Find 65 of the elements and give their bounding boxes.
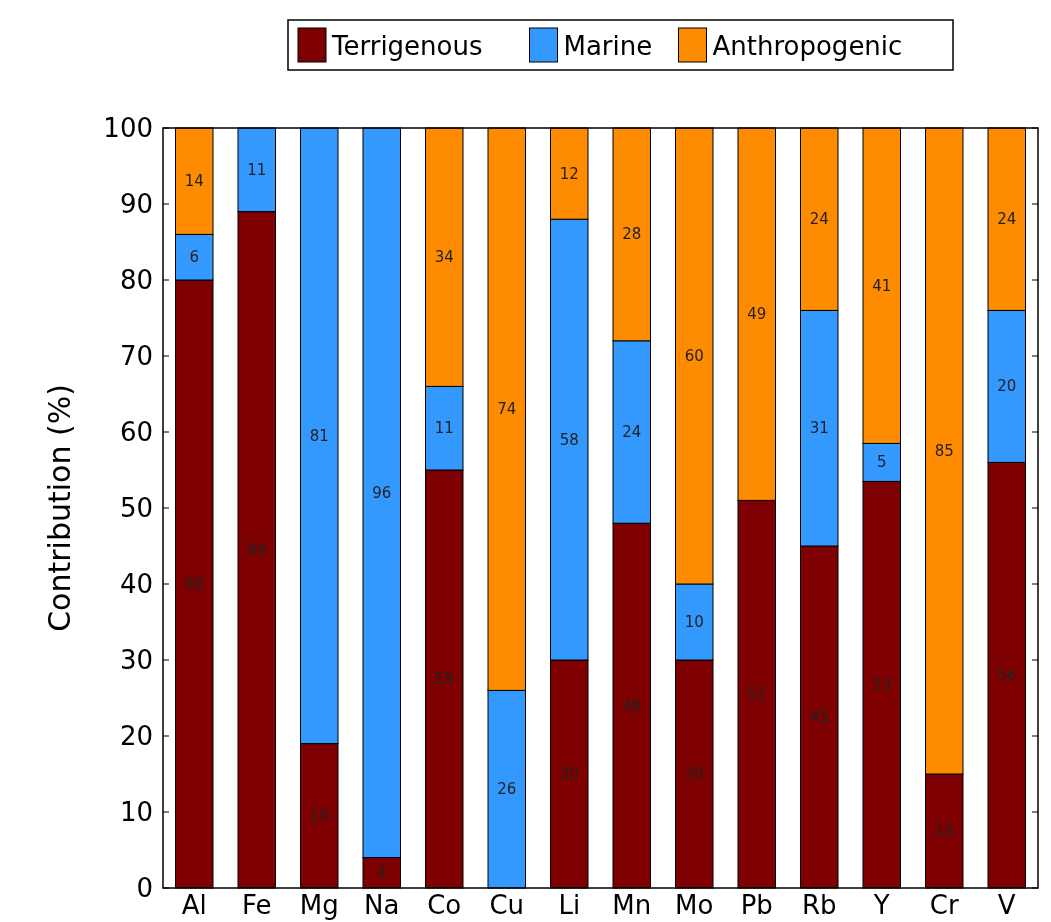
data-label: 24 [622, 423, 642, 441]
legend-label: Terrigenous [331, 31, 483, 61]
x-tick-label: Mn [612, 890, 652, 920]
y-tick-label: 50 [119, 493, 153, 523]
data-label: 20 [997, 377, 1017, 396]
data-label: 24 [809, 210, 829, 229]
legend-label: Anthropogenic [712, 31, 903, 61]
data-label: 56 [997, 666, 1017, 685]
y-tick-label: 60 [119, 417, 153, 447]
x-tick-label: Co [427, 890, 462, 920]
data-label: 45 [809, 708, 829, 726]
data-label: 81 [309, 426, 329, 445]
data-label: 30 [559, 765, 579, 783]
y-tick-label: 70 [119, 341, 153, 371]
x-tick-label: Rb [801, 890, 837, 920]
data-label: 10 [684, 613, 704, 631]
x-tick-label: Mg [299, 890, 339, 920]
x-tick-label: Cu [489, 890, 525, 920]
y-tick-label: 30 [119, 645, 153, 675]
x-tick-label: Y [872, 890, 890, 920]
data-label: 24 [997, 210, 1017, 229]
data-label: 19 [309, 806, 329, 825]
data-label: 48 [622, 696, 642, 715]
x-tick-label: V [997, 890, 1016, 920]
data-label: 74 [497, 400, 517, 419]
data-label: 5 [876, 453, 887, 472]
legend-label: Marine [563, 31, 653, 61]
data-label: 11 [247, 160, 267, 179]
data-label: 15 [934, 822, 954, 840]
data-label: 31 [809, 419, 829, 438]
data-label: 96 [372, 483, 392, 502]
y-tick-label: 80 [119, 265, 153, 295]
data-label: 34 [434, 248, 454, 267]
x-tick-label: Fe [241, 890, 272, 920]
y-tick-label: 20 [119, 721, 153, 751]
x-tick-label: Mo [675, 890, 714, 920]
data-label: 12 [559, 164, 579, 183]
data-label: 55 [434, 670, 454, 688]
y-tick-label: 100 [103, 113, 153, 143]
x-tick-label: Cr [929, 890, 959, 920]
data-label: 6 [189, 248, 200, 267]
data-label: 49 [747, 305, 767, 324]
data-label: 58 [559, 430, 579, 449]
data-label: 80 [184, 575, 204, 593]
data-label: 26 [497, 780, 517, 799]
data-label: 41 [872, 276, 892, 295]
y-axis-title: Contribution (%) [42, 384, 77, 632]
y-tick-label: 0 [136, 873, 153, 903]
x-tick-label: Na [364, 890, 400, 920]
data-label: 28 [622, 225, 642, 244]
data-label: 85 [934, 442, 954, 460]
x-tick-label: Li [558, 890, 581, 920]
y-tick-label: 10 [119, 797, 153, 827]
y-tick-label: 40 [119, 569, 153, 599]
data-label: 60 [684, 347, 704, 365]
data-label: 11 [434, 419, 454, 438]
data-label: 4 [376, 863, 387, 882]
data-label: 51 [747, 685, 767, 704]
data-label: 30 [684, 765, 704, 783]
data-label: 14 [184, 172, 204, 191]
data-label: 53 [872, 675, 892, 694]
data-label: 89 [247, 540, 267, 559]
x-tick-label: Al [181, 890, 207, 920]
x-tick-label: Pb [740, 890, 773, 920]
y-tick-label: 90 [119, 189, 153, 219]
